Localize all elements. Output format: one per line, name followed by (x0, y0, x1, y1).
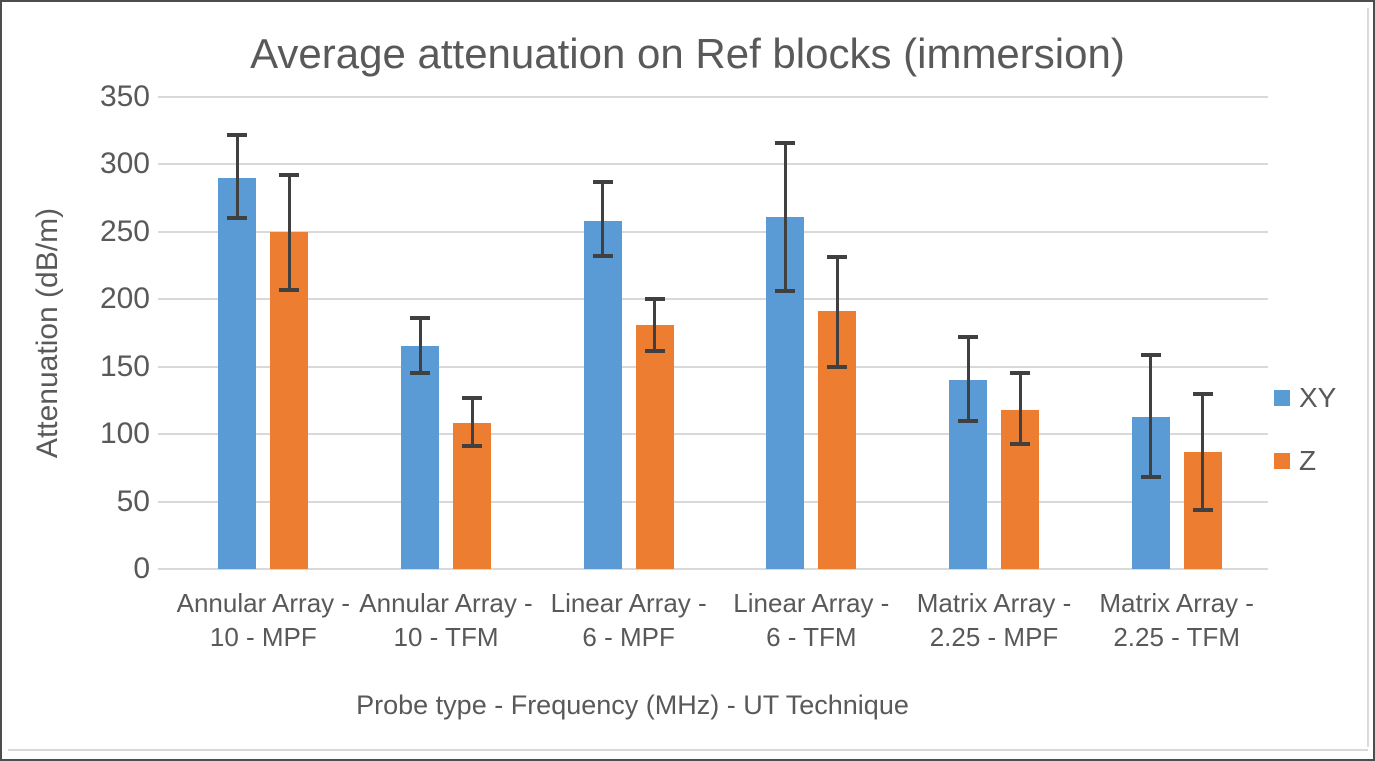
x-category-label: Annular Array - 10 - TFM (359, 588, 533, 652)
error-bar-cap-top (592, 179, 613, 184)
error-bar-cap-top (644, 297, 665, 302)
y-tick-label: 100 (99, 417, 150, 451)
error-bar-cap-bottom (1140, 475, 1161, 480)
chart-border-line (1367, 8, 1369, 747)
y-tick-mark (158, 230, 172, 233)
error-bar-cap-bottom (279, 287, 300, 292)
x-category-label: Matrix Array - 2.25 - MPF (916, 588, 1072, 652)
y-gridline (172, 163, 1268, 166)
error-bar-cap-bottom (827, 364, 848, 369)
y-gridline (172, 365, 1268, 368)
error-bar-cap-bottom (462, 444, 482, 449)
y-tick-mark (158, 365, 172, 368)
bar-z-2 (635, 324, 674, 569)
y-tick-label: 250 (99, 214, 150, 248)
y-tick-mark (158, 500, 172, 503)
y-tick-label: 150 (99, 349, 150, 383)
y-tick-mark (158, 433, 172, 436)
legend: XY Z (1274, 382, 1336, 477)
bar-xy-1 (401, 346, 439, 569)
error-bar-line (601, 181, 605, 257)
x-category-label: Annular Array - 10 - MPF (176, 588, 351, 652)
error-bar-line (235, 134, 239, 219)
error-bar-line (1201, 393, 1205, 510)
y-gridline (172, 96, 1268, 98)
y-tick-label: 300 (99, 147, 150, 181)
error-bar-line (783, 142, 787, 292)
y-tick-mark (158, 568, 172, 570)
legend-label-z: Z (1299, 445, 1317, 476)
y-gridline (172, 568, 1268, 570)
error-bar-cap-top (462, 395, 482, 400)
y-tick-label: 0 (133, 552, 150, 585)
x-category-label: Linear Array - 6 - TFM (733, 588, 890, 652)
error-bar-line (470, 397, 474, 447)
error-bar-cap-bottom (1192, 507, 1213, 512)
y-tick-mark (158, 96, 172, 98)
error-bar-cap-bottom (644, 348, 665, 353)
error-bar-line (653, 299, 657, 351)
y-tick-label: 50 (116, 484, 150, 518)
error-bar-line (418, 318, 422, 374)
error-bar-cap-bottom (592, 254, 613, 259)
error-bar-line (1018, 373, 1022, 444)
error-bar-cap-top (827, 255, 848, 260)
error-bar-cap-bottom (1010, 441, 1030, 446)
error-bar-cap-bottom (958, 418, 978, 423)
y-gridline (172, 298, 1268, 301)
y-gridline (172, 433, 1268, 436)
x-category-label: Linear Array - 6 - MPF (550, 588, 707, 652)
y-tick-label: 200 (99, 282, 150, 316)
error-bar-cap-top (1010, 371, 1030, 376)
error-bar-line (966, 337, 970, 421)
legend-item-z: Z (1274, 445, 1336, 477)
error-bar-cap-top (775, 140, 796, 145)
y-tick-mark (158, 298, 172, 301)
x-category-label: Matrix Array - 2.25 - TFM (1099, 588, 1254, 652)
y-tick-label: 350 (99, 80, 150, 113)
legend-label-xy: XY (1299, 382, 1337, 413)
legend-swatch-z (1274, 453, 1290, 469)
chart-border-line (8, 749, 1368, 751)
x-axis-title: Probe type - Frequency (MHz) - UT Techni… (356, 690, 909, 720)
error-bar-line (835, 257, 839, 367)
error-bar-cap-top (1140, 352, 1161, 357)
y-gridline (172, 500, 1268, 503)
error-bar-cap-top (279, 173, 300, 178)
y-tick-mark (158, 163, 172, 166)
legend-swatch-xy (1274, 390, 1290, 406)
error-bar-cap-top (958, 335, 978, 340)
bar-xy-2 (583, 221, 622, 569)
bar-xy-0 (218, 177, 257, 569)
chart-title: Average attenuation on Ref blocks (immer… (250, 30, 1125, 77)
legend-item-xy: XY (1274, 382, 1336, 414)
error-bar-cap-bottom (410, 371, 430, 376)
error-bar-line (287, 175, 291, 290)
error-bar-cap-top (410, 316, 430, 321)
error-bar-line (1149, 354, 1153, 478)
error-bar-cap-bottom (775, 289, 796, 294)
error-bar-cap-bottom (227, 216, 248, 221)
error-bar-cap-top (1192, 391, 1213, 396)
y-gridline (172, 230, 1268, 233)
error-bar-cap-top (227, 132, 248, 137)
